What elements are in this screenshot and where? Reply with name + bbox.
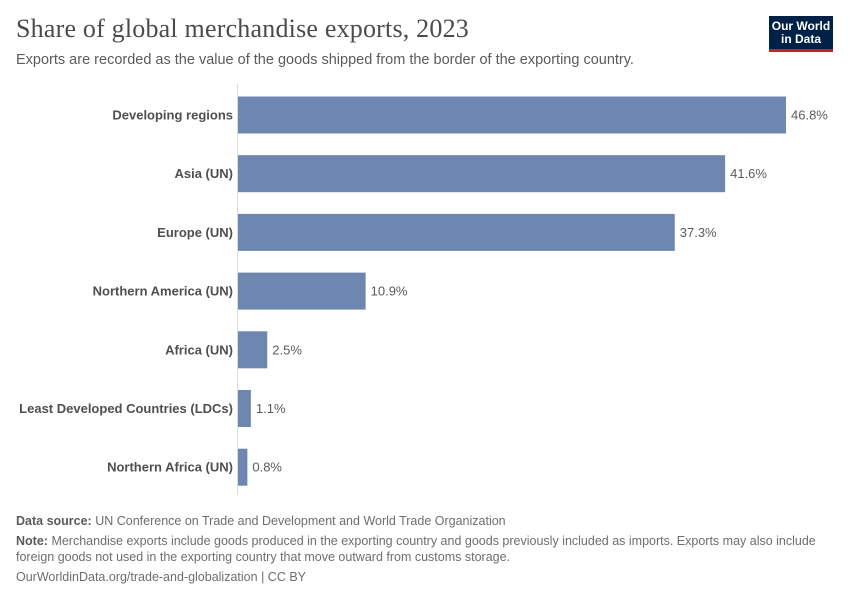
owid-logo[interactable]: Our World in Data [769,16,833,52]
license-text: CC BY [267,570,306,584]
bar-4[interactable] [238,331,268,369]
note-text: Merchandise exports include goods produc… [16,534,816,564]
url-separator: | [261,570,268,584]
data-source-text: UN Conference on Trade and Development a… [95,514,506,528]
category-label-0: Developing regions [112,108,233,123]
bar-chart: Developing regions 46.8% Asia (UN) 41.6% Eur… [19,84,828,495]
value-label-5: 1.1% [256,401,286,416]
logo-line-2: in Data [780,31,821,46]
bar-5[interactable] [238,390,251,427]
category-label-1: Asia (UN) [174,166,233,181]
bar-1[interactable] [238,155,726,193]
chart-title: Share of global merchandise exports, 202… [16,14,469,43]
value-label-0: 46.8% [791,108,828,123]
bar-group: Developing regions 46.8% Asia (UN) 41.6% Eur… [19,96,828,486]
chart-url: OurWorldinData.org/trade-and-globalizati… [16,569,816,585]
value-label-1: 41.6% [730,166,767,181]
chart-note: Note: Merchandise exports include goods … [16,533,816,565]
value-label-4: 2.5% [272,342,302,357]
value-label-6: 0.8% [252,460,282,475]
category-label-3: Northern America (UN) [93,284,233,299]
chart-subtitle: Exports are recorded as the value of the… [16,52,634,68]
category-label-4: Africa (UN) [165,342,233,357]
bar-3[interactable] [238,272,366,310]
bar-2[interactable] [238,213,675,251]
category-label-6: Northern Africa (UN) [107,460,233,475]
bar-6[interactable] [238,448,248,486]
data-source-label: Data source: [16,514,92,528]
value-label-3: 10.9% [371,284,408,299]
category-label-5: Least Developed Countries (LDCs) [19,401,233,416]
logo-line-1: Our World [771,18,831,33]
note-label: Note: [16,534,48,548]
source-link[interactable]: OurWorldinData.org/trade-and-globalizati… [16,570,258,584]
data-source: Data source: UN Conference on Trade and … [16,513,816,529]
bar-0[interactable] [238,96,786,134]
value-label-2: 37.3% [680,225,717,240]
category-label-2: Europe (UN) [157,225,233,240]
